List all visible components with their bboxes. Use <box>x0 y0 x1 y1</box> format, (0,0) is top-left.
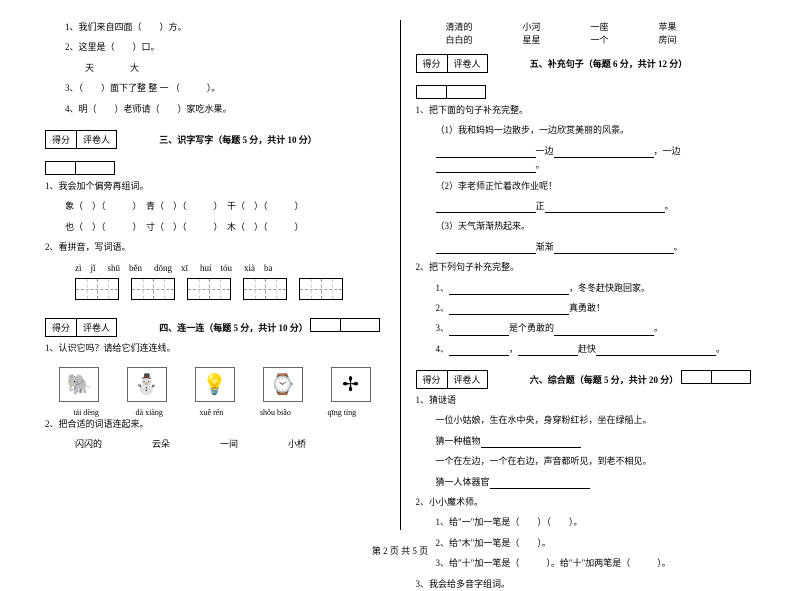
score-box-3: 得分 评卷人 三、识字写字（每题 5 分，共计 10 分） <box>45 122 385 179</box>
tian-grid <box>243 278 287 300</box>
s5-2-3: 3、是个勇敢的。 <box>416 321 756 335</box>
s4-1: 1、认识它吗？请给它们连连线。 <box>45 341 385 355</box>
match-2c: 一座 <box>591 20 609 33</box>
score-label: 得分 <box>417 371 448 388</box>
q4: 4、明（ ）老师请（ ）家吃水果。 <box>45 102 385 116</box>
image-row: 🐘 ⛄ 💡 ⌚ ✢ <box>45 361 385 408</box>
score-box-6: 得分 评卷人 六、综合题（每题 5 分，共计 20 分） <box>416 362 756 393</box>
s5-2-2: 2、真勇敢！ <box>416 301 756 315</box>
s5-1-3: （3）天气渐渐热起来。 <box>416 219 756 233</box>
match-3a: 白白的 <box>446 33 473 46</box>
word-3: xuě rén <box>200 408 224 417</box>
dragonfly-icon: ✢ <box>331 367 371 402</box>
s5-1-3-blank: 渐渐。 <box>416 240 756 254</box>
match-row-1: 闪闪的 云朵 一间 小桥 <box>45 437 385 450</box>
s3-1b: 也（ ）（ ） 寸（ ）（ ） 木（ ）（ ） <box>45 220 385 234</box>
pinyin-3: dōng xī <box>154 261 188 274</box>
right-column: 清清的 小河 一座 苹果 白白的 星星 一个 房间 得分 评卷人 五、补充句子（… <box>401 20 771 530</box>
match-2b: 小河 <box>523 20 541 33</box>
pinyin-row: zì jǐ shū běn dōng xī huí tóu xià ba <box>45 261 385 274</box>
score-blank <box>682 371 712 383</box>
q2-opts: 天 大 <box>45 61 385 75</box>
score-blank <box>417 86 447 98</box>
match-1d: 小桥 <box>288 437 306 450</box>
q2: 2、这里是（ ）口。 <box>45 40 385 54</box>
match-1a: 闪闪的 <box>75 437 102 450</box>
grader-blank <box>341 319 379 331</box>
s6-2-1: 1、给"一"加一笔是（ ）（ ）。 <box>416 515 756 529</box>
snowman-icon: ⛄ <box>127 367 167 402</box>
q1: 1、我们来自四面（ ）方。 <box>45 20 385 34</box>
word-1: tái dēng <box>73 408 99 417</box>
word-4: shǒu biǎo <box>260 408 291 417</box>
section6-title: 六、综合题（每题 5 分，共计 20 分） <box>490 373 679 386</box>
match-3c: 一个 <box>591 33 609 46</box>
grader-label: 评卷人 <box>448 371 487 388</box>
s6-2: 2、小小魔术师。 <box>416 495 756 509</box>
watch-icon: ⌚ <box>263 367 303 402</box>
s3-1: 1、我会加个偏旁再组词。 <box>45 179 385 193</box>
s5-2: 2、把下列句子补充完整。 <box>416 260 756 274</box>
score-box-5: 得分 评卷人 五、补充句子（每题 6 分，共计 12 分） <box>416 46 756 103</box>
s5-1-2: （2）李老师正忙着改作业呢！ <box>416 179 756 193</box>
grader-blank <box>447 86 485 98</box>
score-label: 得分 <box>417 55 448 72</box>
s5-1: 1、把下面的句子补充完整。 <box>416 103 756 117</box>
s6-2-3: 3、给"十"加一笔是（ ）。给"十"加两笔是（ ）。 <box>416 556 756 570</box>
left-column: 1、我们来自四面（ ）方。 2、这里是（ ）口。 天 大 3、（ ）面下了整 整… <box>30 20 400 530</box>
s5-1-1: （1）我和妈妈一边散步，一边欣赏美丽的风景。 <box>416 123 756 137</box>
s6-3: 3、我会给多音字组词。 <box>416 577 756 591</box>
match-3b: 星星 <box>523 33 541 46</box>
score-label: 得分 <box>46 131 77 148</box>
match-3d: 房间 <box>659 33 677 46</box>
page-footer: 第 2 页 共 5 页 <box>0 544 800 557</box>
s6-1: 1、猜谜语 <box>416 393 756 407</box>
word-5: qīng tíng <box>327 408 356 417</box>
tian-grid <box>299 278 343 300</box>
tian-grid <box>187 278 231 300</box>
tian-grid <box>75 278 119 300</box>
pinyin-1: zì jǐ <box>75 261 96 274</box>
riddle-2a: 一个在左边，一个在右边，声音都听见，到老不相见。 <box>416 454 756 468</box>
word-2: dà xiàng <box>136 408 163 417</box>
match-row-2: 清清的 小河 一座 苹果 <box>416 20 756 33</box>
q3: 3、（ ）面下了整 整 一 （ ）。 <box>45 81 385 95</box>
section5-title: 五、补充句子（每题 6 分，共计 12 分） <box>490 57 688 70</box>
s3-2: 2、看拼音，写词语。 <box>45 240 385 254</box>
tian-grid <box>131 278 175 300</box>
score-box-4: 得分 评卷人 四、连一连（每题 5 分，共计 10 分） <box>45 310 385 341</box>
s3-1a: 象（ ）（ ） 青（ ）（ ） 干（ ）（ ） <box>45 199 385 213</box>
s5-2-1: 1、，冬冬赶快跑回家。 <box>416 281 756 295</box>
s5-1-2-blank: 正。 <box>416 199 756 213</box>
score-blank <box>311 319 341 331</box>
word-row: tái dēng dà xiàng xuě rén shǒu biǎo qīng… <box>45 408 385 417</box>
section4-title: 四、连一连（每题 5 分，共计 10 分） <box>119 321 308 334</box>
match-1b: 云朵 <box>152 437 170 450</box>
score-blank <box>46 162 76 174</box>
grader-blank <box>76 162 114 174</box>
elephant-icon: 🐘 <box>59 367 99 402</box>
grader-label: 评卷人 <box>77 131 116 148</box>
s5-2-4: 4、，赶快。 <box>416 342 756 356</box>
riddle-2b: 猜一人体器官 <box>416 475 756 489</box>
match-row-3: 白白的 星星 一个 房间 <box>416 33 756 46</box>
section3-title: 三、识字写字（每题 5 分，共计 10 分） <box>119 133 317 146</box>
s4-2: 2、把合适的词语连起来。 <box>45 417 385 431</box>
pinyin-5: xià ba <box>244 261 273 274</box>
grader-label: 评卷人 <box>77 319 116 336</box>
riddle-1b: 猜一种植物 <box>416 434 756 448</box>
match-2d: 苹果 <box>659 20 677 33</box>
score-label: 得分 <box>46 319 77 336</box>
grid-row <box>45 278 385 300</box>
lamp-icon: 💡 <box>195 367 235 402</box>
grader-label: 评卷人 <box>448 55 487 72</box>
match-1c: 一间 <box>220 437 238 450</box>
match-2a: 清清的 <box>446 20 473 33</box>
riddle-1a: 一位小姑娘，生在水中央，身穿粉红衫，坐在绿船上。 <box>416 413 756 427</box>
s5-1-1-blank: 一边，一边。 <box>416 144 756 173</box>
pinyin-2: shū běn <box>108 261 143 274</box>
grader-blank <box>712 371 750 383</box>
pinyin-4: huí tóu <box>200 261 232 274</box>
